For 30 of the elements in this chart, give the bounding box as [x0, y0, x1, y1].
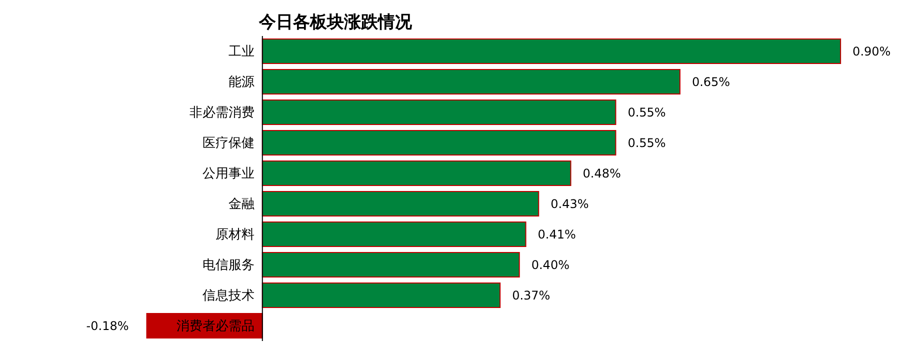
- data-label: -0.18%: [86, 318, 129, 333]
- data-label: 0.65%: [692, 74, 730, 89]
- bar: [262, 282, 501, 308]
- data-label: 0.90%: [852, 44, 891, 58]
- y-tick-label: 公用事业: [202, 166, 254, 182]
- y-tick-label: 能源: [228, 74, 254, 90]
- data-label: 0.48%: [582, 166, 621, 180]
- y-tick-label: 消费者必需品: [176, 318, 254, 334]
- y-tick-label: 非必需消费: [189, 105, 254, 120]
- y-tick-label: 信息技术: [202, 288, 254, 304]
- y-tick-label: 金融: [228, 196, 254, 212]
- y-tick-label: 医疗保健: [202, 136, 254, 151]
- y-tick-label: 原材料: [215, 227, 254, 242]
- data-label: 0.55%: [628, 136, 666, 150]
- y-tick-label: 电信服务: [202, 258, 254, 273]
- bar: [262, 252, 520, 278]
- bar: [262, 130, 616, 156]
- chart-title: 今日各板块涨跌情况: [258, 12, 413, 32]
- data-label: 0.40%: [531, 258, 570, 272]
- data-label: 0.37%: [512, 288, 550, 302]
- bar: [262, 222, 526, 247]
- bar: [262, 100, 616, 125]
- bar: [262, 69, 680, 94]
- data-label: 0.55%: [628, 105, 666, 120]
- data-label: 0.43%: [550, 196, 589, 211]
- bar: [262, 38, 842, 64]
- y-tick-label: 工业: [228, 44, 254, 60]
- bar: [262, 160, 572, 186]
- data-label: 0.41%: [538, 227, 576, 242]
- bar: [262, 191, 540, 216]
